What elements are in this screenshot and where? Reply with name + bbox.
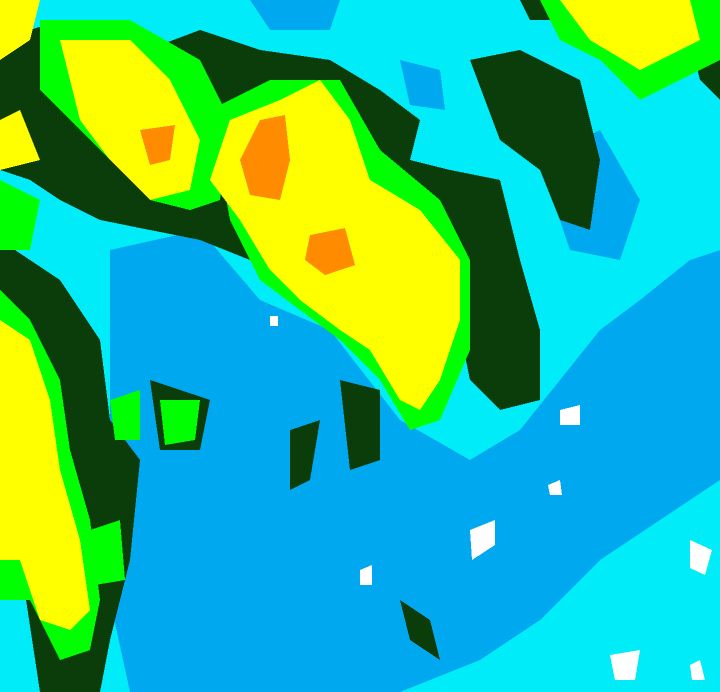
very-high-layer: [140, 115, 355, 275]
no-data-layer: [270, 316, 712, 680]
